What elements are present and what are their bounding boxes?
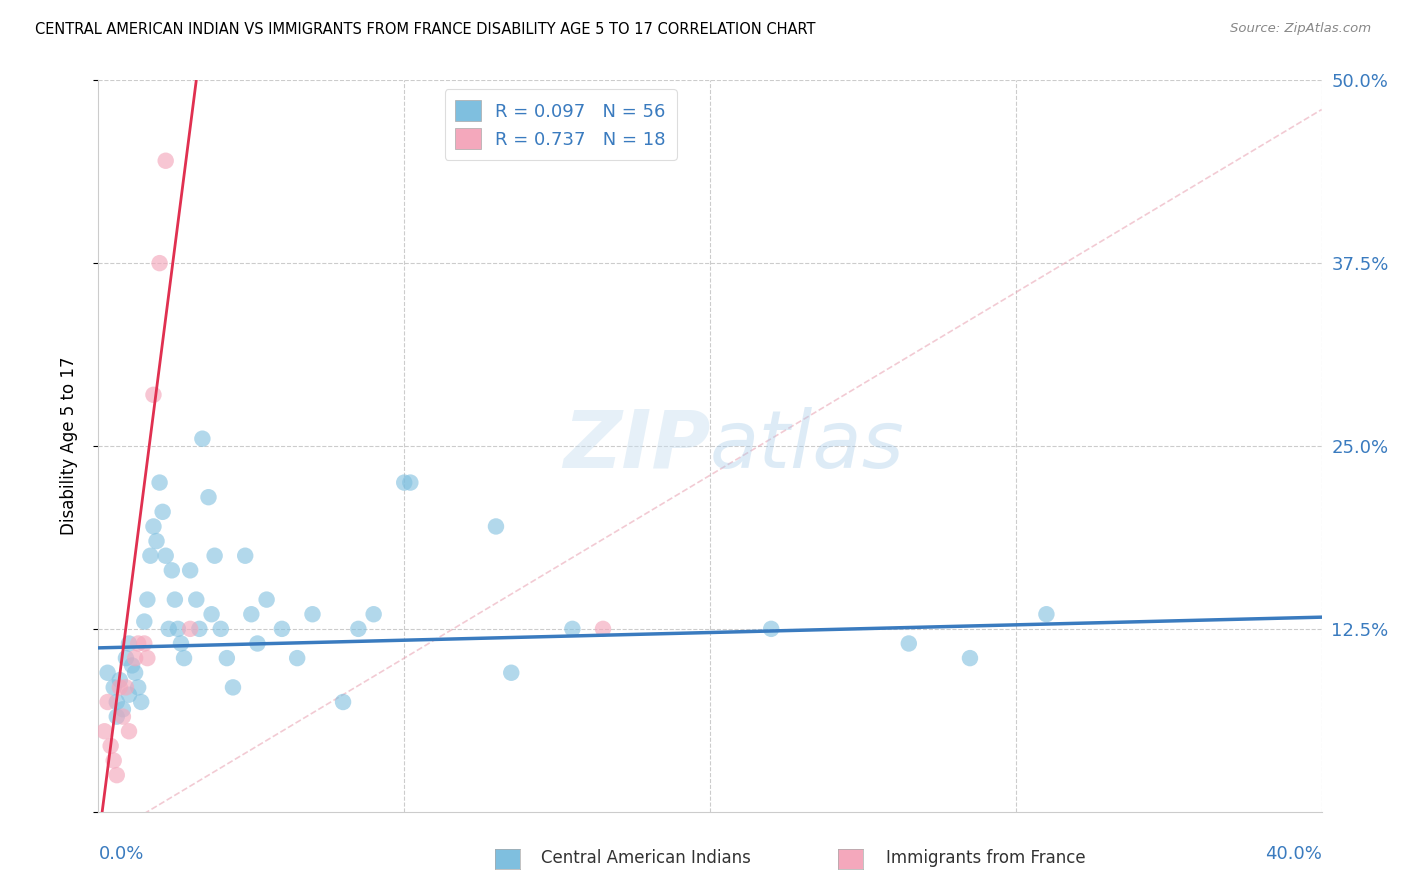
Point [100,739,122,753]
Point [155,153,177,168]
Point [200,607,222,622]
Point [136,651,159,665]
Point [115,681,138,695]
Point [108,673,131,687]
Point [149,475,172,490]
Point [179,622,201,636]
Point [108,681,131,695]
Point [215,651,238,665]
Text: Source: ZipAtlas.com: Source: ZipAtlas.com [1230,22,1371,36]
Point [188,622,211,636]
Text: Central American Indians: Central American Indians [541,849,751,867]
Text: ZIP: ZIP [562,407,710,485]
Point [170,636,193,650]
Point [222,681,245,695]
Point [145,534,167,549]
Point [105,768,128,782]
Point [399,475,422,490]
Point [139,549,162,563]
Point [97,695,120,709]
Y-axis label: Disability Age 5 to 17: Disability Age 5 to 17 [59,357,77,535]
Point [142,388,165,402]
Point [256,592,278,607]
Point [111,702,134,716]
Point [124,651,146,665]
Point [592,622,614,636]
Point [134,615,156,629]
Point [186,592,208,607]
Point [246,636,269,650]
Point [240,607,263,622]
Point [118,688,141,702]
Text: CENTRAL AMERICAN INDIAN VS IMMIGRANTS FROM FRANCE DISABILITY AGE 5 TO 17 CORRELA: CENTRAL AMERICAN INDIAN VS IMMIGRANTS FR… [35,22,815,37]
Point [179,563,201,577]
Point [115,651,138,665]
Point [93,724,115,739]
Point [485,519,508,533]
Point [561,622,583,636]
Point [142,519,165,533]
Point [105,709,128,723]
Point [111,709,134,723]
Point [173,651,195,665]
Point [121,658,143,673]
Point [270,622,292,636]
Point [124,665,146,680]
Point [103,754,125,768]
Point [209,622,232,636]
Point [501,665,523,680]
Point [167,622,190,636]
Point [1035,607,1057,622]
Point [149,256,172,270]
Point [136,592,159,607]
Point [103,681,125,695]
Point [285,651,308,665]
Point [127,681,149,695]
Point [97,665,120,680]
Point [233,549,256,563]
Point [160,563,183,577]
Point [157,622,180,636]
Point [152,505,174,519]
Point [332,695,354,709]
Point [127,636,149,650]
Point [118,724,141,739]
Point [392,475,416,490]
Point [134,636,156,650]
Text: atlas: atlas [710,407,905,485]
Point [301,607,323,622]
Point [759,622,782,636]
Point [191,432,214,446]
Point [155,549,177,563]
Point [347,622,370,636]
Point [105,695,128,709]
Point [197,490,219,504]
Text: Immigrants from France: Immigrants from France [886,849,1085,867]
Text: 40.0%: 40.0% [1265,846,1322,863]
Point [129,695,152,709]
Point [163,592,186,607]
Point [363,607,385,622]
Point [118,636,141,650]
Point [897,636,920,650]
Point [204,549,226,563]
Point [959,651,981,665]
Text: 0.0%: 0.0% [98,846,143,863]
Legend: R = 0.097   N = 56, R = 0.737   N = 18: R = 0.097 N = 56, R = 0.737 N = 18 [444,89,676,160]
